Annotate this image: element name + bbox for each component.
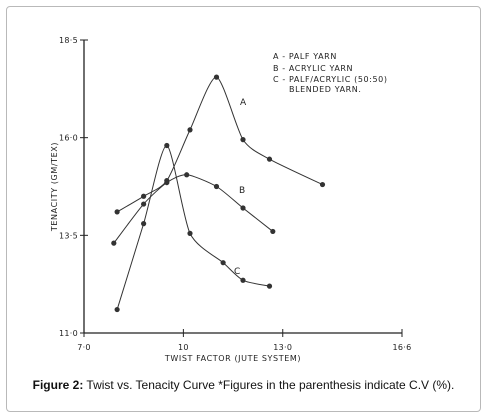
chart-legend: A - PALF YARN B - ACRYLIC YARN C - PALF/… bbox=[273, 52, 388, 94]
data-point-b bbox=[111, 240, 117, 246]
figure-caption: Figure 2: Twist vs. Tenacity Curve *Figu… bbox=[6, 377, 481, 393]
legend-entry-c-cont: BLENDED YARN. bbox=[289, 85, 362, 94]
data-point-a bbox=[319, 181, 326, 188]
data-point-b bbox=[141, 201, 147, 207]
data-point-a bbox=[114, 209, 120, 215]
series-layer: A B C bbox=[111, 74, 326, 313]
x-tick-label: 7·0 bbox=[77, 343, 91, 352]
series-b: B bbox=[111, 172, 276, 246]
series-line-b bbox=[113, 174, 274, 244]
data-point-b bbox=[270, 228, 276, 235]
data-point-b bbox=[213, 183, 220, 190]
series-label-a: A bbox=[240, 98, 247, 108]
data-point-b bbox=[184, 172, 190, 178]
data-point-a bbox=[141, 193, 147, 199]
legend-entry-c: C - PALF/ACRYLIC (50:50) bbox=[273, 75, 388, 84]
data-point-c bbox=[220, 260, 226, 266]
data-point-c bbox=[187, 230, 193, 236]
data-point-b bbox=[164, 179, 170, 186]
series-label-b: B bbox=[239, 186, 245, 196]
chart-axes: 11·0 13·5 16·0 18·5 7·0 10 13·0 16·6 TWIST FACTO… bbox=[50, 36, 411, 363]
x-tick-label: 16·6 bbox=[392, 343, 411, 352]
data-point-c bbox=[164, 142, 170, 149]
series-line-c bbox=[116, 144, 270, 310]
data-point-c bbox=[240, 277, 246, 283]
series-label-c: C bbox=[234, 267, 240, 277]
data-point-c bbox=[141, 221, 147, 227]
y-axis-title: TENACITY (GM/TEX) bbox=[50, 142, 59, 232]
caption-label: Figure 2: bbox=[32, 378, 84, 392]
caption-text: Twist vs. Tenacity Curve *Figures in the… bbox=[83, 378, 455, 392]
legend-entry-a: A - PALF YARN bbox=[273, 52, 337, 61]
y-tick-label: 11·0 bbox=[59, 329, 78, 338]
series-a: A bbox=[114, 74, 326, 215]
data-point-a bbox=[240, 137, 246, 143]
x-tick-label: 10 bbox=[178, 343, 189, 352]
series-c: C bbox=[114, 142, 273, 313]
data-point-c bbox=[266, 283, 273, 289]
data-point-a bbox=[187, 127, 193, 133]
legend-entry-b: B - ACRYLIC YARN bbox=[273, 64, 353, 73]
series-line-a bbox=[116, 76, 323, 213]
y-tick-label: 16·0 bbox=[59, 134, 78, 143]
data-point-c bbox=[114, 306, 120, 313]
data-point-a bbox=[266, 156, 273, 162]
x-axis-title: TWIST FACTOR (JUTE SYSTEM) bbox=[164, 354, 301, 363]
data-point-b bbox=[240, 205, 246, 211]
data-point-a bbox=[213, 74, 220, 80]
y-tick-label: 18·5 bbox=[59, 36, 78, 45]
tenacity-chart: 11·0 13·5 16·0 18·5 7·0 10 13·0 16·6 TWIST FACTO… bbox=[50, 36, 411, 363]
x-tick-label: 13·0 bbox=[273, 343, 292, 352]
y-tick-label: 13·5 bbox=[59, 231, 78, 240]
